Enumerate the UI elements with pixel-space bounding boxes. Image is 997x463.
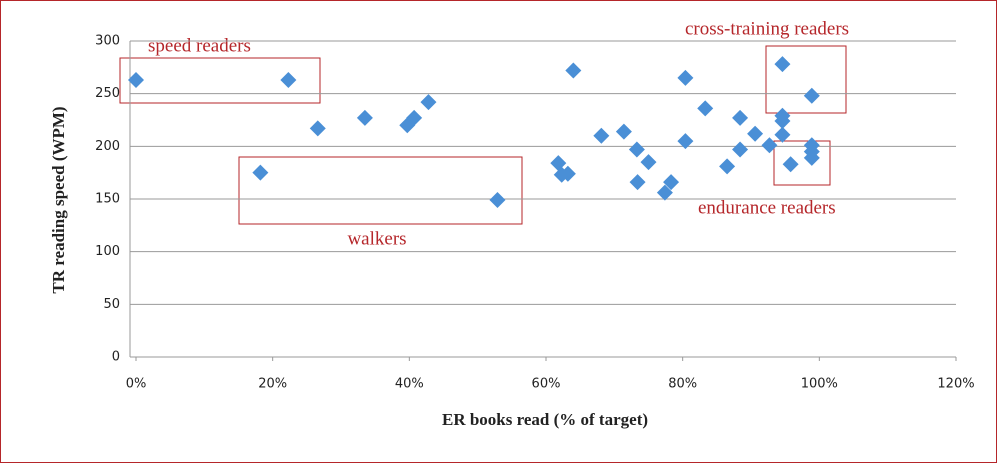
point	[356, 109, 373, 126]
y-tick-label: 0	[112, 350, 120, 365]
point	[656, 184, 673, 201]
point	[252, 164, 269, 181]
point	[280, 71, 297, 88]
point	[732, 141, 749, 158]
annotation: endurance readers	[698, 197, 836, 218]
point	[747, 125, 764, 142]
point	[719, 158, 736, 175]
point	[761, 137, 778, 154]
annotation: speed readers	[148, 35, 251, 56]
point	[629, 174, 646, 191]
x-tick-label: 100%	[801, 377, 838, 392]
annotation: cross-training readers	[685, 18, 849, 39]
point	[128, 71, 144, 88]
point	[628, 141, 645, 158]
point	[803, 149, 820, 166]
point	[420, 94, 437, 111]
x-tick-label: 80%	[668, 377, 697, 392]
y-tick-label: 250	[95, 86, 120, 101]
annotation-box	[773, 140, 831, 186]
point	[732, 109, 749, 126]
point	[550, 155, 567, 172]
point	[677, 133, 694, 150]
point	[406, 109, 423, 126]
point	[489, 192, 506, 209]
point	[803, 87, 820, 104]
point	[677, 69, 694, 86]
y-tick-label: 50	[103, 297, 120, 312]
point	[565, 62, 582, 79]
annotation-box	[765, 45, 847, 114]
point	[774, 126, 791, 143]
point	[782, 156, 799, 173]
point	[663, 174, 680, 191]
y-tick-label: 200	[95, 139, 120, 154]
annotation-box	[119, 57, 321, 104]
x-tick-label: 20%	[258, 377, 287, 392]
point	[615, 123, 632, 140]
y-tick-label: 300	[95, 34, 120, 49]
x-axis-title: ER books read (% of target)	[442, 410, 648, 429]
point	[697, 100, 714, 117]
point	[309, 120, 326, 137]
y-axis-title: TR reading speed (WPM)	[49, 106, 68, 293]
point	[559, 165, 576, 182]
annotation: walkers	[347, 228, 406, 249]
x-tick-label: 0%	[126, 377, 147, 392]
y-tick-label: 100	[95, 244, 120, 259]
point	[774, 113, 791, 130]
point	[593, 127, 610, 144]
point	[640, 154, 657, 171]
x-tick-label: 40%	[395, 377, 424, 392]
point	[774, 56, 791, 73]
annotation-box	[238, 156, 523, 225]
x-tick-label: 60%	[532, 377, 561, 392]
x-tick-label: 120%	[937, 377, 974, 392]
y-tick-label: 150	[95, 192, 120, 207]
